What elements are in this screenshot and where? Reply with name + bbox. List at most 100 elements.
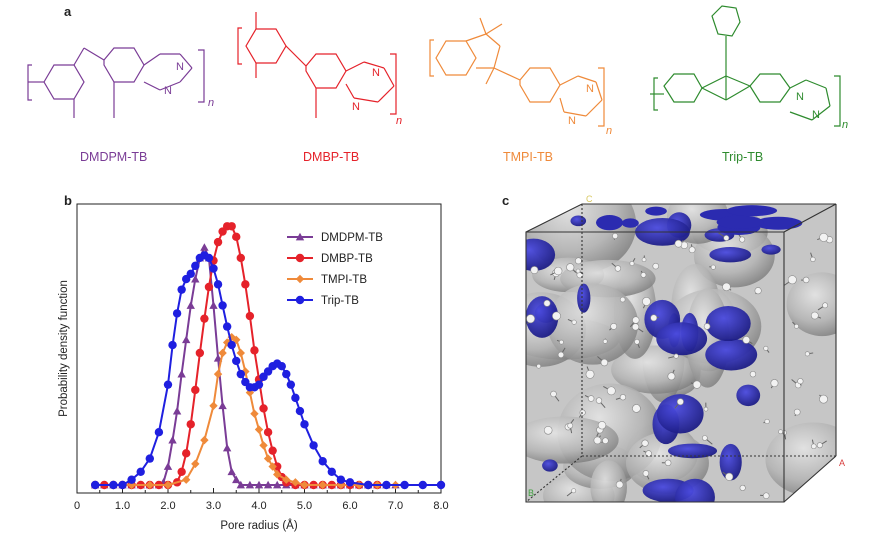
x-tick-label: 3.0 — [206, 500, 221, 512]
data-point-marker — [213, 237, 223, 247]
atom — [703, 323, 711, 330]
chart-series-group — [91, 222, 446, 490]
data-point-marker — [218, 401, 227, 410]
data-point-marker — [182, 335, 191, 344]
data-point-marker — [186, 301, 195, 309]
atom — [688, 246, 696, 254]
pore-patch — [596, 214, 624, 231]
series-line — [95, 225, 378, 486]
structure-tmpi-tb: N N n — [429, 17, 612, 137]
nitrogen-atom-label: N — [812, 109, 820, 121]
data-point-marker — [300, 420, 309, 429]
chart-legend: DMDPM-TB DMBP-TB TMPI-TB Trip-TB — [287, 232, 383, 307]
panel-label-a: a — [64, 4, 72, 19]
atom — [804, 351, 810, 357]
data-point-marker — [218, 348, 227, 358]
data-point-marker — [295, 232, 305, 241]
data-point-marker — [327, 467, 336, 476]
data-point-marker — [295, 406, 305, 416]
data-point-marker — [168, 340, 177, 350]
data-point-marker — [191, 459, 200, 469]
pore-patch — [754, 216, 803, 230]
pore-patch — [526, 296, 559, 338]
data-point-marker — [250, 346, 259, 355]
surface-blob — [526, 416, 619, 464]
nitrogen-atom-label: N — [352, 101, 360, 113]
surface-blob — [765, 422, 836, 497]
data-point-marker — [254, 480, 264, 489]
data-point-marker — [177, 285, 186, 294]
data-point-marker — [172, 406, 182, 415]
data-point-marker — [91, 480, 100, 490]
data-point-marker — [268, 446, 277, 455]
atom — [614, 265, 622, 272]
atom — [642, 297, 651, 306]
atom — [543, 426, 553, 435]
data-point-marker — [222, 338, 232, 347]
simulation-box-image: C A B — [525, 194, 845, 503]
data-point-marker — [382, 480, 391, 490]
atom — [579, 409, 586, 416]
atom — [810, 256, 816, 263]
atom — [797, 378, 804, 385]
atom — [585, 369, 595, 379]
data-point-marker — [364, 480, 373, 490]
structure-label-tmpi-tb: TMPI-TB — [503, 150, 553, 164]
atom — [822, 302, 829, 309]
x-tick-label: 0 — [74, 500, 80, 512]
atom — [619, 394, 627, 401]
atom — [587, 395, 595, 402]
data-point-marker — [300, 480, 309, 490]
atom — [754, 287, 762, 295]
atom — [723, 235, 730, 241]
pore-surface-rendering — [526, 204, 836, 502]
atom — [632, 316, 640, 324]
data-point-marker — [291, 478, 300, 487]
data-point-marker — [336, 475, 346, 484]
atom — [530, 266, 539, 275]
series-line — [95, 335, 396, 486]
data-point-marker — [109, 480, 118, 490]
pore-patch — [542, 459, 558, 472]
series-trip-tb — [91, 251, 446, 490]
data-point-marker — [263, 454, 273, 463]
data-point-marker — [200, 314, 209, 323]
data-point-marker — [295, 253, 305, 263]
structure-dmdpm-tb: N N n — [27, 47, 214, 118]
structure-label-dmdpm-tb: DMDPM-TB — [80, 150, 148, 164]
data-point-marker — [186, 269, 195, 278]
x-axis-label: Pore radius (Å) — [220, 519, 298, 532]
atom — [593, 436, 602, 445]
atom — [575, 268, 581, 274]
data-point-marker — [145, 454, 154, 463]
atom — [742, 336, 751, 344]
data-point-marker — [213, 369, 223, 379]
data-point-marker — [254, 380, 264, 389]
data-point-marker — [177, 467, 186, 476]
atom — [612, 233, 619, 240]
atom — [793, 408, 801, 416]
atom — [811, 443, 817, 450]
simulation-box-edges — [525, 203, 837, 503]
data-point-marker — [263, 480, 273, 489]
data-point-marker — [163, 480, 173, 490]
data-point-marker — [273, 462, 282, 471]
atom — [749, 371, 757, 378]
x-tick-label: 1.0 — [115, 500, 130, 512]
box-axis-label-b: B — [528, 488, 534, 498]
legend-entry-label: DMBP-TB — [321, 253, 373, 265]
pore-patch — [705, 338, 758, 371]
pore-size-distribution-chart: 0 1.0 2.0 3.0 4.0 5.0 6.0 7.0 8.0 Pore radius (Å)… — [58, 203, 449, 532]
data-point-marker — [168, 435, 177, 444]
atom — [764, 418, 770, 425]
data-point-marker — [259, 404, 268, 413]
box-axis-label-c: C — [586, 194, 593, 204]
data-point-marker — [177, 369, 186, 378]
atom — [526, 314, 536, 324]
data-point-marker — [282, 475, 291, 484]
x-tick-label: 6.0 — [342, 500, 357, 512]
atom — [571, 319, 577, 325]
surface-blob — [786, 272, 836, 337]
pore-patch — [761, 244, 781, 255]
data-point-marker — [268, 462, 277, 471]
